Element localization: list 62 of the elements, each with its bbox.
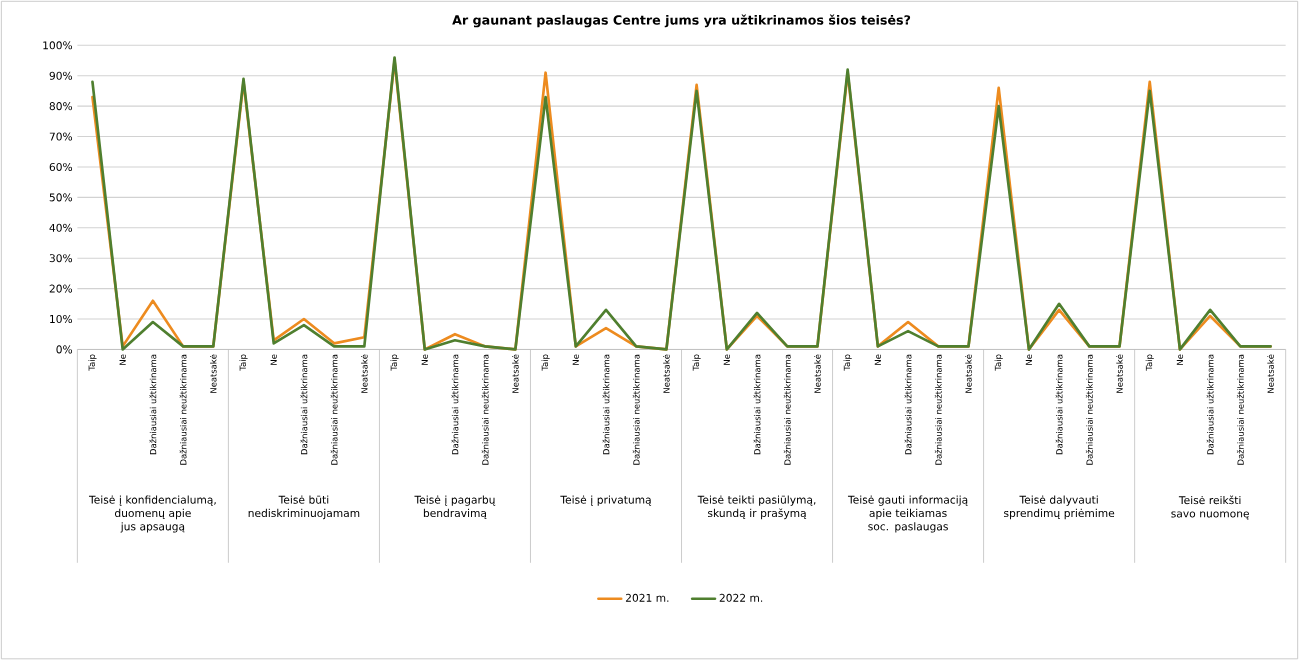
x-tick-label: Neatsakė — [965, 354, 972, 393]
x-tick-label: Dažniausiai neužtikrinama — [179, 354, 187, 465]
x-tick-label: Taip — [541, 354, 550, 371]
x-tick-label: Neatsakė — [814, 354, 821, 393]
text: Teisė dalyvauti sprendimų priėmime — [1004, 495, 1115, 520]
y-tick-label: 50% — [49, 193, 73, 202]
x-tick-label: Dažniausiai neužtikrinama — [1236, 354, 1244, 465]
x-tick-label: Ne — [572, 354, 579, 365]
legend-label: 2021 m. — [625, 593, 669, 602]
x-tick-label: Dažniausiai užtikrinama — [451, 354, 459, 455]
x-tick-label: Neatsakė — [210, 354, 217, 393]
text: Teisė gauti informaciją apie teikiamas soc. paslaugas — [847, 495, 968, 533]
x-tick-label: Ne — [270, 354, 277, 365]
x-tick-label: Taip — [1145, 354, 1154, 371]
x-tick-label: Dažniausiai užtikrinama — [602, 354, 610, 455]
x-tick-label: Dažniausiai neužtikrinama — [632, 354, 640, 465]
x-tick-label: Taip — [843, 354, 852, 371]
x-tick-label: Neatsakė — [361, 354, 368, 393]
x-tick-label: Dažniausiai neužtikrinama — [330, 354, 338, 465]
x-tick-label: Dažniausiai užtikrinama — [904, 354, 912, 455]
y-tick-label: 0% — [56, 345, 73, 354]
x-tick-label: Ne — [1025, 354, 1033, 365]
text: Teisė į privatumą — [560, 495, 652, 506]
y-tick-label: 20% — [49, 284, 73, 293]
legend-label: 2022 m. — [719, 593, 763, 602]
x-tick-label: Dažniausiai užtikrinama — [1055, 354, 1063, 455]
x-tick-label: Taip — [390, 354, 399, 371]
x-tick-label: Ne — [723, 354, 730, 365]
chart-title: Ar gaunant paslaugas Centre jums yra užtikrinamos šios teisės? — [452, 14, 911, 28]
y-tick-label: 30% — [49, 254, 73, 263]
y-tick-label: 80% — [49, 102, 73, 111]
x-tick-label: Ne — [421, 354, 428, 365]
text: Teisė į pagarbų bendravimą — [414, 495, 496, 519]
x-tick-label: Dažniausiai neužtikrinama — [934, 354, 942, 465]
y-tick-label: 70% — [49, 132, 73, 141]
x-tick-label: Taip — [994, 354, 1003, 371]
text: Teisė reikšti savo nuomonę — [1171, 495, 1249, 520]
x-tick-label: Dažniausiai neužtikrinama — [783, 354, 791, 465]
x-tick-label: Taip — [239, 354, 248, 371]
y-tick-label: 60% — [49, 162, 73, 171]
x-tick-label: Dažniausiai neužtikrinama — [481, 354, 489, 465]
x-tick-label: Neatsakė — [1267, 354, 1274, 393]
y-tick-label: 90% — [49, 71, 73, 80]
text: Teisė būti nediskriminuojamam — [248, 495, 360, 520]
text: Teisė teikti pasiūlymą, skundą ir prašymą — [697, 495, 816, 520]
x-tick-label: Neatsakė — [1116, 354, 1123, 393]
x-tick-label: Ne — [1176, 354, 1184, 365]
x-tick-label: Dažniausiai užtikrinama — [753, 354, 761, 455]
x-tick-label: Dažniausiai neužtikrinama — [1085, 354, 1093, 465]
y-tick-label: 10% — [50, 314, 73, 323]
text: Teisė į konfidencialumą, duomenų apie jus apsaugą — [88, 495, 216, 533]
y-tick-label: 100% — [43, 41, 73, 50]
x-tick-label: Ne — [119, 354, 126, 365]
x-tick-label: Dažniausiai užtikrinama — [300, 354, 308, 455]
x-tick-label: Neatsakė — [663, 354, 670, 393]
x-tick-label: Ne — [874, 354, 881, 365]
x-tick-label: Dažniausiai užtikrinama — [149, 354, 157, 455]
y-tick-label: 40% — [49, 223, 73, 232]
x-tick-label: Neatsakė — [512, 354, 519, 393]
x-tick-label: Dažniausiai užtikrinama — [1206, 354, 1214, 455]
x-tick-label: Taip — [88, 354, 97, 371]
x-tick-label: Taip — [692, 354, 701, 371]
